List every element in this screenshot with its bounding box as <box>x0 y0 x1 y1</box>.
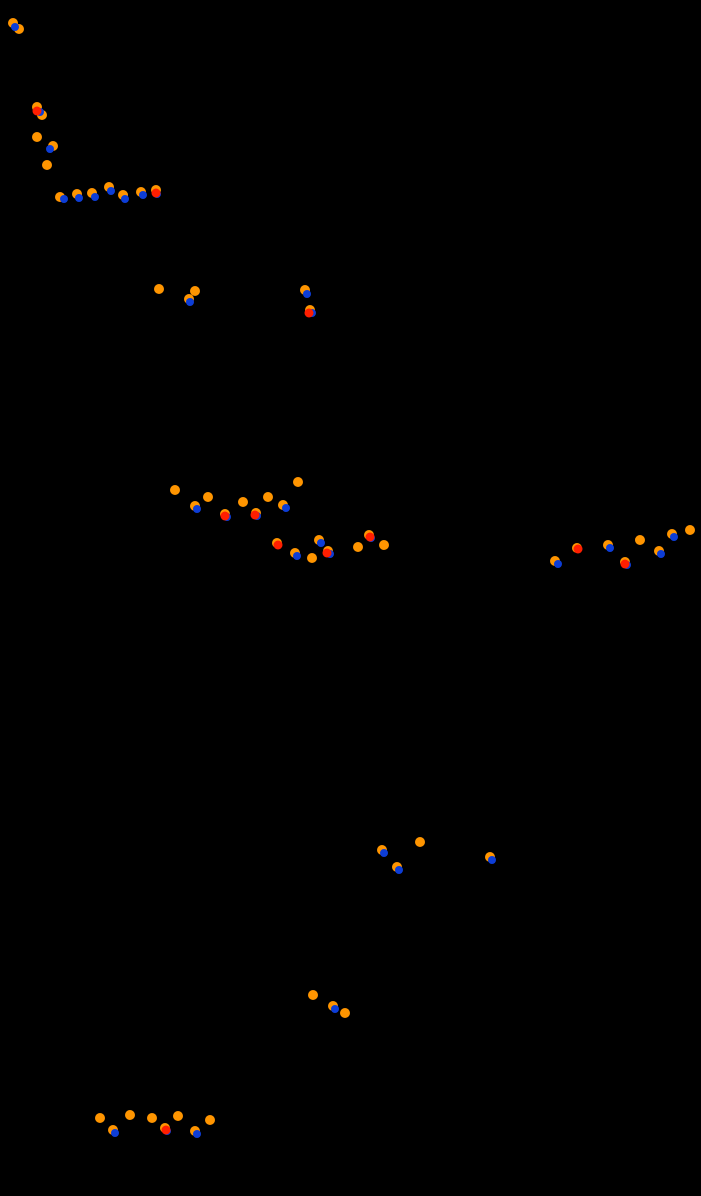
point-blue <box>193 1130 201 1138</box>
point-blue <box>139 191 147 199</box>
point-blue <box>46 145 54 153</box>
point-blue <box>293 552 301 560</box>
point-red <box>251 511 260 520</box>
point-blue <box>670 533 678 541</box>
point-blue <box>60 195 68 203</box>
point-red <box>305 309 314 318</box>
point-orange <box>353 542 363 552</box>
point-orange <box>379 540 389 550</box>
point-red <box>162 1126 171 1135</box>
point-orange <box>685 525 695 535</box>
scatter-plot <box>0 0 701 1196</box>
point-blue <box>11 23 19 31</box>
point-orange <box>238 497 248 507</box>
point-orange <box>170 485 180 495</box>
point-blue <box>657 550 665 558</box>
point-red <box>274 541 283 550</box>
point-red <box>323 549 332 558</box>
point-blue <box>107 187 115 195</box>
point-orange <box>415 837 425 847</box>
point-orange <box>205 1115 215 1125</box>
point-orange <box>263 492 273 502</box>
point-orange <box>125 1110 135 1120</box>
point-red <box>152 189 161 198</box>
point-blue <box>282 504 290 512</box>
point-blue <box>606 544 614 552</box>
point-blue <box>193 505 201 513</box>
point-blue <box>186 298 194 306</box>
point-orange <box>95 1113 105 1123</box>
point-red <box>221 512 230 521</box>
point-orange <box>635 535 645 545</box>
point-blue <box>331 1005 339 1013</box>
point-orange <box>203 492 213 502</box>
point-orange <box>340 1008 350 1018</box>
point-red <box>366 533 375 542</box>
point-blue <box>121 195 129 203</box>
point-blue <box>554 560 562 568</box>
point-blue <box>91 193 99 201</box>
point-orange <box>173 1111 183 1121</box>
point-blue <box>380 849 388 857</box>
point-red <box>621 560 630 569</box>
point-orange <box>147 1113 157 1123</box>
point-red <box>33 107 42 116</box>
point-orange <box>154 284 164 294</box>
point-orange <box>32 132 42 142</box>
point-orange <box>307 553 317 563</box>
point-blue <box>111 1129 119 1137</box>
point-red <box>574 545 583 554</box>
point-blue <box>75 194 83 202</box>
point-blue <box>317 539 325 547</box>
point-orange <box>42 160 52 170</box>
point-blue <box>303 290 311 298</box>
point-blue <box>488 856 496 864</box>
point-orange <box>308 990 318 1000</box>
point-orange <box>293 477 303 487</box>
point-blue <box>395 866 403 874</box>
point-orange <box>190 286 200 296</box>
